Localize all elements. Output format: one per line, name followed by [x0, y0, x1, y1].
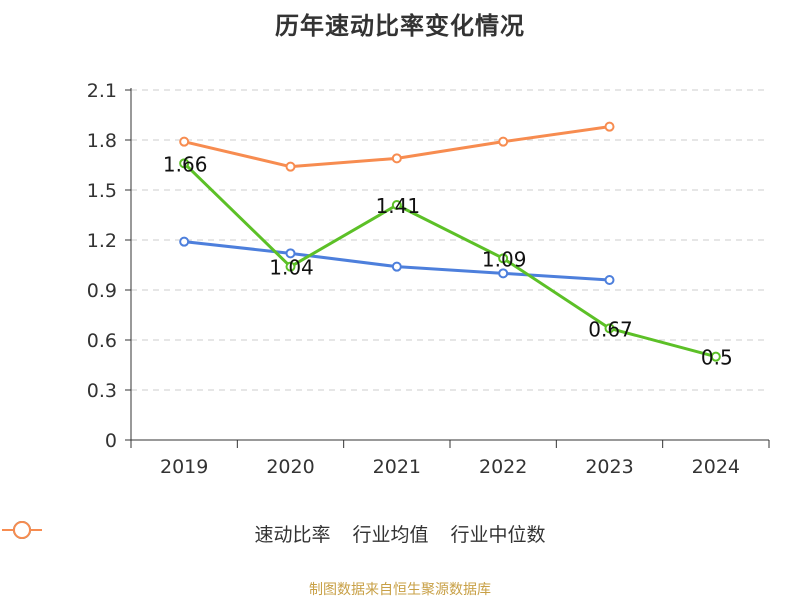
series-point-2	[498, 136, 509, 147]
y-tick-label: 0	[105, 430, 117, 452]
y-tick-label: 0.3	[87, 380, 117, 402]
data-label: 1.04	[269, 256, 314, 280]
data-label: 0.5	[701, 346, 733, 370]
x-tick-label: 2020	[266, 456, 314, 478]
legend-label-industry-average: 行业均值	[352, 524, 429, 546]
y-tick-label: 2.1	[87, 80, 117, 102]
legend-label-quick-ratio: 速动比率	[254, 524, 331, 546]
legend-label-industry-median: 行业中位数	[450, 524, 546, 546]
x-tick-label: 2024	[692, 456, 740, 478]
series-point-2	[604, 121, 615, 132]
y-tick-label: 1.8	[87, 130, 117, 152]
series-point-1	[498, 268, 509, 279]
series-line-1	[184, 240, 610, 282]
data-label: 1.41	[376, 194, 421, 218]
data-label: 1.66	[163, 152, 208, 176]
y-tick-label: 0.6	[87, 330, 117, 352]
series-point-0	[391, 200, 402, 210]
data-label: 0.67	[588, 317, 633, 341]
series-point-2	[285, 161, 296, 172]
series-point-0	[710, 351, 721, 362]
legend-marker-industry-median	[2, 521, 42, 539]
source-note: 制图数据来自恒生聚源数据库	[309, 582, 491, 598]
y-tick-label: 1.2	[87, 230, 117, 252]
series-point-2	[179, 136, 190, 147]
series-point-2	[391, 153, 402, 164]
y-tick-label: 1.5	[87, 180, 117, 202]
legend-item-quick-ratio[interactable]: 速动比率	[2, 520, 331, 547]
series-point-0	[604, 323, 615, 334]
legend-item-industry-median[interactable]: 行业中位数	[2, 520, 546, 547]
y-tick-label: 0.9	[87, 280, 117, 302]
series-point-0	[285, 261, 296, 272]
x-tick-label: 2022	[479, 456, 527, 478]
x-tick-label: 2019	[160, 456, 208, 478]
series-point-1	[285, 248, 296, 259]
chart-legend: 速动比率 行业均值 行业中位数	[0, 520, 800, 547]
series-point-1	[604, 275, 615, 285]
series-line-0	[183, 162, 717, 359]
series-point-0	[498, 253, 509, 264]
chart-title: 历年速动比率变化情况	[275, 12, 525, 40]
series-point-1	[179, 236, 190, 247]
series-point-1	[391, 261, 402, 272]
x-tick-label: 2023	[585, 456, 633, 478]
legend-item-industry-average[interactable]: 行业均值	[2, 520, 429, 547]
x-tick-label: 2021	[373, 456, 421, 478]
data-label: 1.09	[482, 247, 527, 271]
series-point-0	[179, 158, 190, 169]
